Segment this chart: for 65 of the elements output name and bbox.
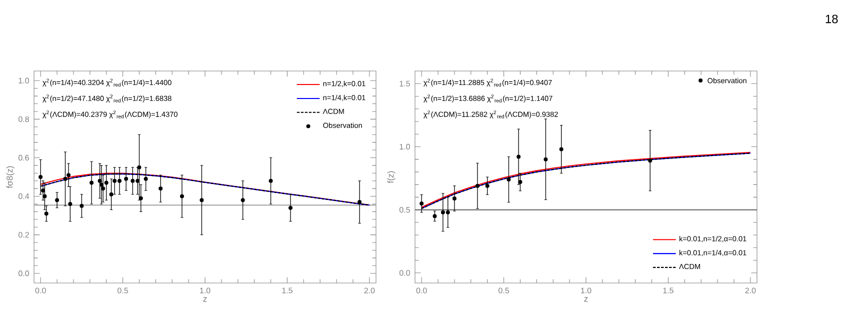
point <box>136 178 140 183</box>
point <box>358 200 362 204</box>
x-tick-label: 1.0 <box>200 288 210 294</box>
y-tick-label: 0.5 <box>399 206 410 213</box>
y-tick-label: 1.5 <box>400 80 410 86</box>
x-tick-label: 0.0 <box>416 288 427 294</box>
point <box>90 180 94 185</box>
point <box>559 147 564 152</box>
point <box>109 192 114 196</box>
x-tick-label: 0.0 <box>35 288 46 294</box>
x-tick-label: 1.5 <box>282 288 292 294</box>
point <box>55 198 60 202</box>
y-tick-label: 0.0 <box>18 270 29 276</box>
y-axis-title: f(z) <box>387 171 396 184</box>
y-tick-label: 1.0 <box>400 144 410 150</box>
point <box>180 194 184 198</box>
point <box>101 186 106 191</box>
point <box>200 198 204 202</box>
point <box>41 188 46 192</box>
point <box>44 212 48 216</box>
point <box>240 198 245 202</box>
x-tick-label: 2.0 <box>364 288 375 294</box>
x-tick-label: 1.0 <box>581 288 592 294</box>
point <box>38 174 43 179</box>
point <box>516 154 521 159</box>
point <box>144 176 148 181</box>
point <box>506 178 511 182</box>
point <box>268 178 273 183</box>
point <box>432 214 437 218</box>
point <box>104 180 108 185</box>
y-tick-label: 0.6 <box>18 154 29 161</box>
point <box>124 176 128 181</box>
point <box>485 184 490 188</box>
point <box>118 178 122 183</box>
point <box>99 182 104 187</box>
point <box>80 204 84 208</box>
y-tick-label: 0.2 <box>18 232 29 238</box>
point <box>288 206 293 210</box>
x-tick-label: 0.5 <box>118 288 128 294</box>
x-tick-label: 2.0 <box>745 288 756 294</box>
point <box>452 196 456 200</box>
x-axis-title: z <box>584 297 588 302</box>
y-tick-label: 0.0 <box>399 270 410 276</box>
point <box>66 173 71 178</box>
point <box>544 157 548 162</box>
y-axis-title: fσ8(z) <box>6 166 14 188</box>
x-tick-label: 1.5 <box>663 288 674 294</box>
text: 18 <box>826 14 838 24</box>
point <box>440 210 445 214</box>
point <box>420 201 424 206</box>
point <box>68 202 72 206</box>
point <box>158 186 163 191</box>
point <box>648 158 652 163</box>
y-tick-label: 0.8 <box>18 116 29 122</box>
x-tick-label: 0.5 <box>498 288 510 294</box>
point <box>112 178 117 183</box>
y-tick-label: 1.0 <box>18 78 29 84</box>
x-axis-title: z <box>203 297 207 302</box>
point <box>475 184 480 188</box>
point <box>42 194 47 198</box>
point <box>446 210 450 214</box>
point <box>130 178 135 183</box>
point <box>98 178 102 183</box>
y-tick-label: 0.4 <box>18 193 30 200</box>
point <box>63 176 68 181</box>
